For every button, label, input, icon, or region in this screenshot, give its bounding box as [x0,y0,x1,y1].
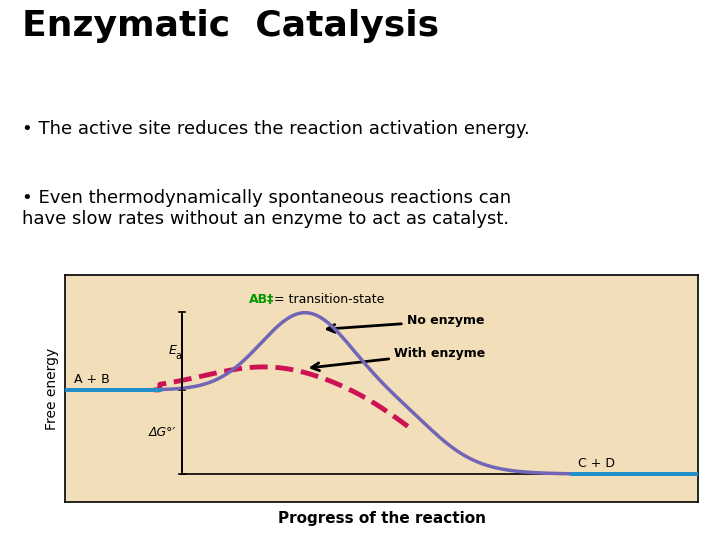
Text: With enzyme: With enzyme [312,347,485,370]
Text: Copyright © The McGraw-Hill Companies, Inc. Permission required for reproduction: Copyright © The McGraw-Hill Companies, I… [196,280,524,286]
Text: Enzymatic  Catalysis: Enzymatic Catalysis [22,9,438,43]
Text: a: a [176,352,181,361]
Text: No enzyme: No enzyme [328,314,485,332]
Text: = transition-state: = transition-state [274,293,384,306]
Text: AB‡: AB‡ [248,293,274,306]
X-axis label: Progress of the reaction: Progress of the reaction [278,510,485,525]
Text: E: E [169,345,177,357]
Text: • Even thermodynamically spontaneous reactions can
have slow rates without an en: • Even thermodynamically spontaneous rea… [22,189,510,228]
Y-axis label: Free energy: Free energy [45,348,59,430]
Text: A + B: A + B [74,373,110,386]
Text: • The active site reduces the reaction activation energy.: • The active site reduces the reaction a… [22,120,529,138]
Text: ΔG°′: ΔG°′ [148,426,176,438]
Text: C + D: C + D [578,457,615,470]
